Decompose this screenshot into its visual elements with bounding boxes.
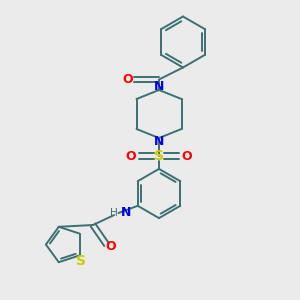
Text: N: N xyxy=(154,80,164,93)
Text: O: O xyxy=(126,149,136,163)
Text: S: S xyxy=(154,149,164,163)
Text: O: O xyxy=(182,149,192,163)
Text: H: H xyxy=(110,208,118,218)
Text: O: O xyxy=(123,73,134,86)
Text: N: N xyxy=(154,135,164,148)
Text: O: O xyxy=(106,239,116,253)
Text: N: N xyxy=(121,206,131,220)
Text: S: S xyxy=(76,254,86,268)
